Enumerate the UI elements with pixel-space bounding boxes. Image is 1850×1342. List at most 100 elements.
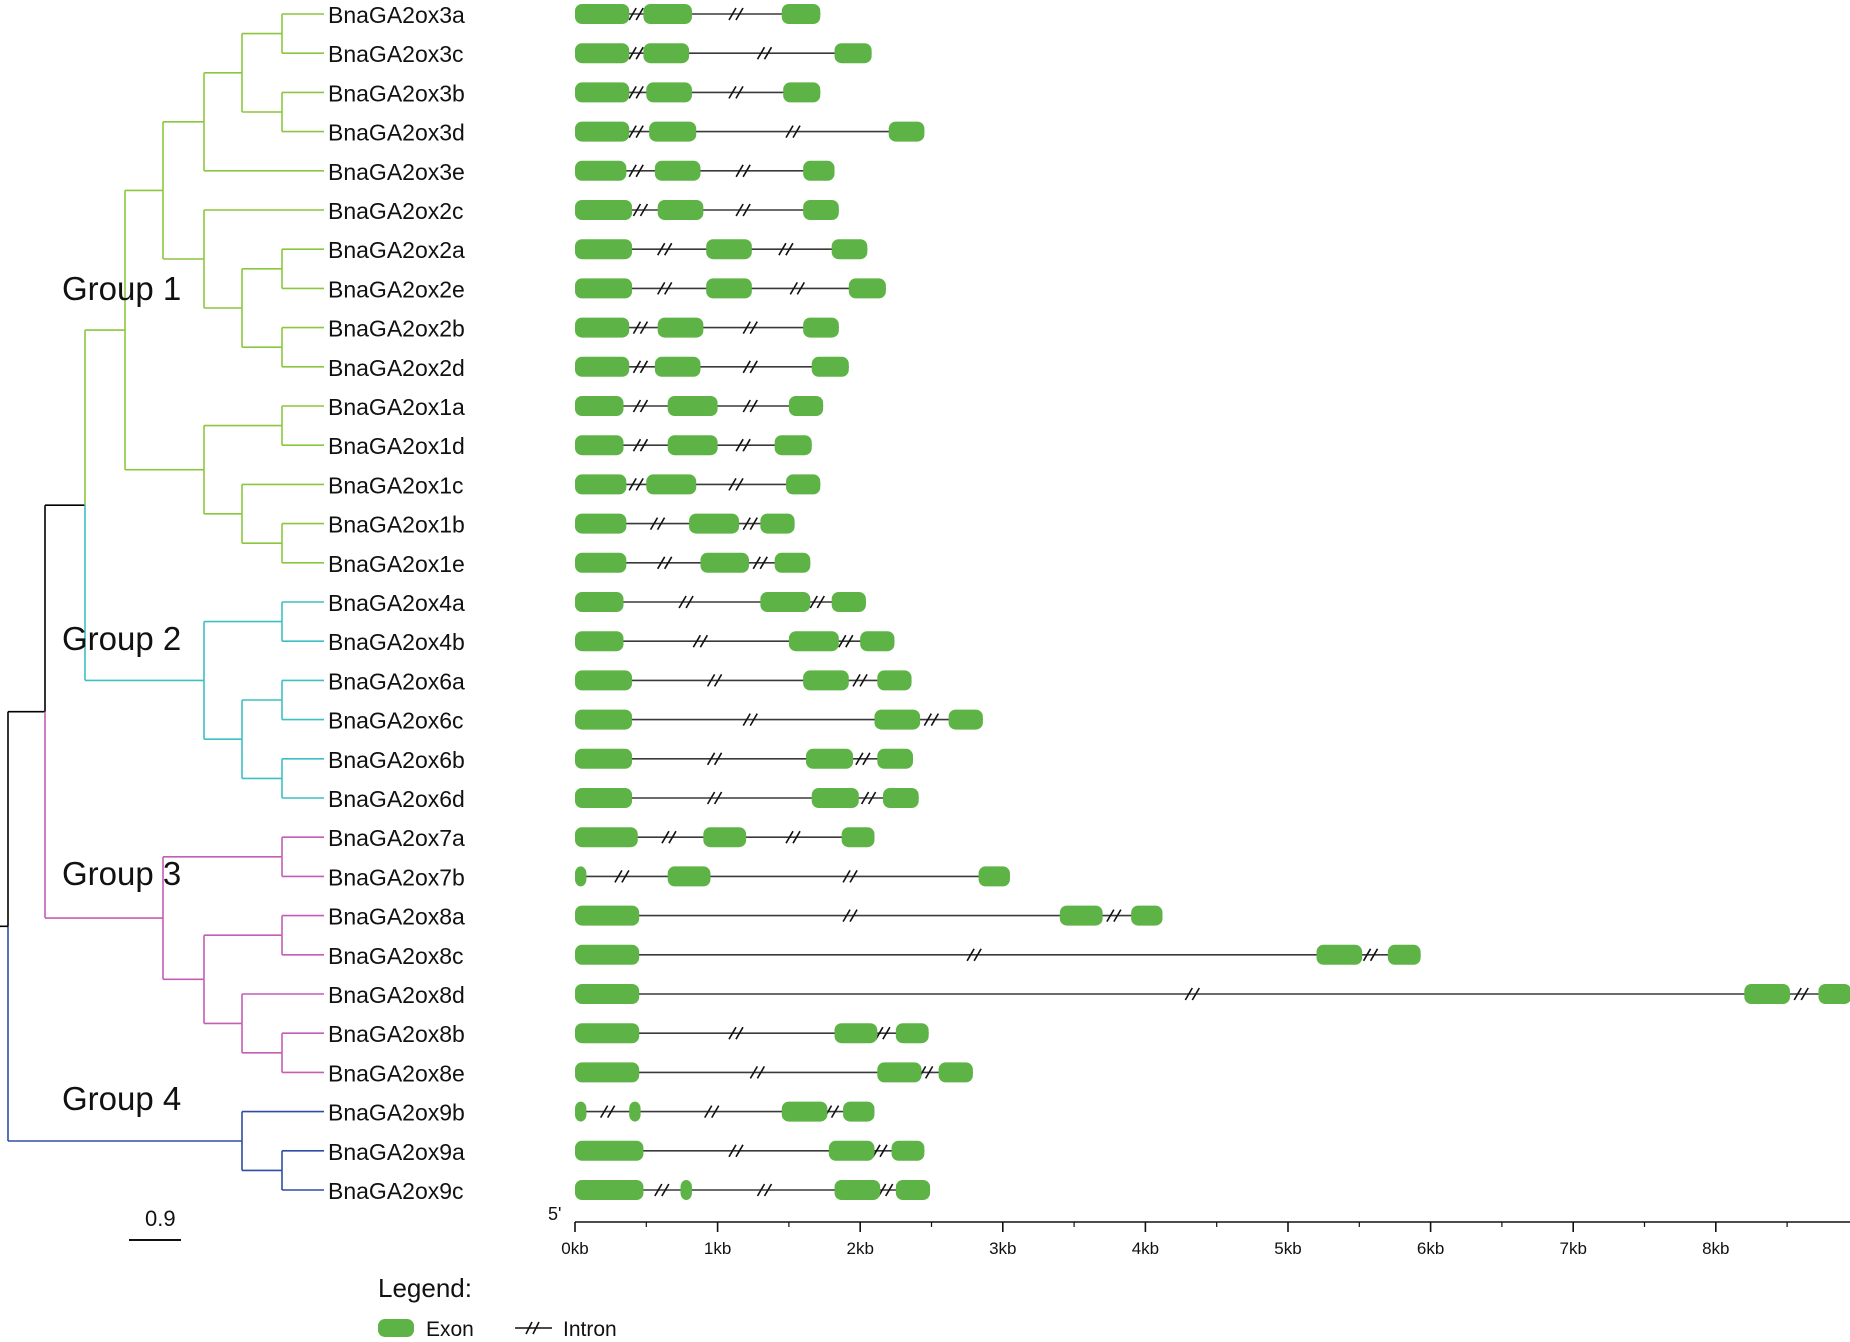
- exon-block: [803, 670, 849, 691]
- exon-block: [874, 709, 921, 730]
- intron-break-mark: [632, 321, 642, 335]
- gene-label: BnaGA2ox8e: [328, 1060, 465, 1086]
- intron-break-mark: [842, 869, 851, 883]
- axis-tick-label: 8kb: [1702, 1239, 1729, 1258]
- exon-block: [575, 396, 624, 416]
- intron-break-mark: [785, 125, 794, 139]
- intron-break-mark: [924, 1065, 934, 1079]
- intron-break-mark: [1106, 909, 1115, 923]
- intron-break-mark: [628, 85, 637, 99]
- gene-label: BnaGA2ox9a: [328, 1139, 465, 1165]
- intron-break-mark: [778, 242, 787, 256]
- intron-break-mark: [756, 46, 766, 60]
- exon-block: [831, 239, 868, 260]
- axis-tick-label: 7kb: [1559, 1239, 1586, 1258]
- exon-block: [629, 1101, 641, 1122]
- intron-break-mark: [685, 595, 694, 609]
- intron-break-mark: [749, 1065, 759, 1079]
- exon-block: [831, 592, 866, 612]
- exon-block: [575, 788, 633, 808]
- exon-block: [575, 278, 633, 299]
- exon-block: [575, 670, 633, 691]
- gene-label: BnaGA2ox3c: [328, 41, 464, 67]
- axis-tick-label: 5kb: [1274, 1239, 1301, 1258]
- gene-label: BnaGA2ox7a: [328, 825, 465, 851]
- exon-block: [706, 239, 752, 260]
- gene-label: BnaGA2ox1d: [328, 433, 465, 459]
- intron-break-mark: [635, 7, 644, 21]
- exon-block: [781, 4, 821, 24]
- intron-break-mark: [639, 438, 649, 452]
- intron-break-mark: [742, 321, 751, 335]
- intron-break-mark: [706, 791, 716, 805]
- exon-block: [575, 1180, 644, 1200]
- intron-break-mark: [628, 7, 637, 21]
- intron-break-mark: [882, 1026, 891, 1040]
- intron-break-mark: [867, 791, 877, 805]
- gene-label: BnaGA2ox8c: [328, 943, 464, 969]
- intron-break-mark: [728, 7, 737, 21]
- gene-label: BnaGA2ox2d: [328, 355, 465, 381]
- gene-label: BnaGA2ox8a: [328, 904, 465, 930]
- intron-break-mark: [742, 517, 751, 531]
- intron-break-mark: [635, 46, 644, 60]
- intron-break-mark: [742, 164, 751, 178]
- exon-block: [803, 160, 835, 181]
- intron-break-mark: [735, 1144, 744, 1158]
- intron-break-mark: [785, 242, 794, 256]
- gene-label: BnaGA2ox4a: [328, 590, 465, 616]
- exon-block: [680, 1180, 692, 1200]
- intron-break-mark: [668, 830, 677, 844]
- group-label-group1: Group 1: [62, 270, 181, 307]
- intron-break-mark: [639, 399, 649, 413]
- intron-break-mark: [879, 1144, 888, 1158]
- exon-block: [575, 1062, 640, 1083]
- intron-break-mark: [885, 1183, 894, 1197]
- exon-block: [848, 278, 886, 299]
- intron-break-mark: [756, 1065, 766, 1079]
- intron-break-mark: [735, 7, 744, 21]
- intron-break-mark: [639, 203, 649, 217]
- exon-block: [575, 121, 630, 142]
- exon-block: [895, 1023, 929, 1044]
- intron-break-mark: [752, 556, 761, 570]
- exon-block: [646, 474, 697, 495]
- intron-break-mark: [656, 517, 666, 531]
- intron-break-mark: [663, 281, 673, 295]
- intron-break-mark: [749, 321, 758, 335]
- legend-intron-break: [525, 1321, 533, 1335]
- exon-block: [803, 317, 839, 338]
- intron-break-mark: [635, 85, 644, 99]
- exon-block: [575, 4, 630, 24]
- exon-block: [643, 4, 692, 24]
- exon-block: [834, 1023, 878, 1044]
- exon-block: [811, 788, 859, 808]
- exon-block: [806, 748, 854, 769]
- exon-block: [649, 121, 697, 142]
- intron-break-mark: [809, 595, 818, 609]
- intron-break-mark: [749, 713, 758, 727]
- exon-block: [760, 592, 811, 612]
- exon-block: [1131, 905, 1163, 926]
- exon-block: [657, 317, 704, 338]
- intron-break-mark: [704, 1105, 713, 1119]
- axis-tick-label: 1kb: [704, 1239, 731, 1258]
- exon-block: [575, 356, 630, 377]
- exon-block: [575, 709, 633, 730]
- intron-break-mark: [742, 713, 751, 727]
- exon-block: [828, 1140, 875, 1161]
- gene-label: BnaGA2ox7b: [328, 864, 465, 890]
- legend-exon-label: Exon: [426, 1318, 474, 1341]
- intron-break-mark: [661, 830, 670, 844]
- gene-label: BnaGA2ox3d: [328, 120, 465, 146]
- gene-label: BnaGA2ox1a: [328, 394, 465, 420]
- exon-block: [774, 435, 812, 456]
- exon-block: [788, 396, 824, 416]
- exon-block: [575, 43, 630, 64]
- exon-block: [646, 82, 692, 103]
- exon-block: [877, 748, 913, 769]
- intron-break-mark: [635, 125, 644, 139]
- intron-break-mark: [656, 242, 666, 256]
- exon-block: [575, 435, 624, 456]
